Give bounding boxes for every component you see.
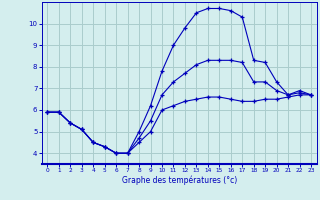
X-axis label: Graphe des températures (°c): Graphe des températures (°c) [122, 176, 237, 185]
